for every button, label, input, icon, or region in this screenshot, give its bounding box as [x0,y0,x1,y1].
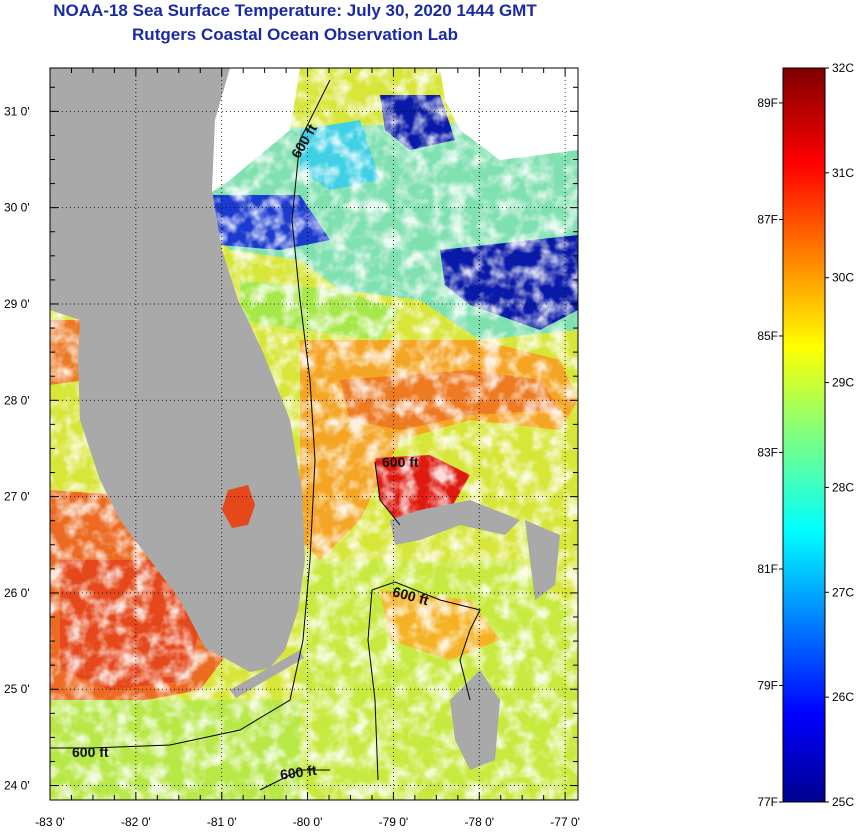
lat-tick-label: 24 0' [4,779,30,793]
celsius-label: 28C [832,480,854,494]
lon-tick-label: -83 0' [35,815,65,829]
lon-tick-label: -80 0' [293,815,323,829]
celsius-label: 29C [832,376,854,390]
bahamas-island [390,500,520,545]
sst-field [50,68,578,800]
map-subtitle: Rutgers Coastal Ocean Observation Lab [132,25,458,44]
lat-tick-label: 25 0' [4,682,30,696]
map-frame [49,67,579,801]
axis-ticks [49,68,578,800]
isobath-label: 600 ft [279,762,318,783]
fahrenheit-label: 89F [757,96,778,110]
fahrenheit-label: 87F [757,212,778,226]
lon-tick-label: -79 0' [379,815,409,829]
celsius-label: 25C [832,795,854,809]
bahamas-island [525,520,560,600]
lon-tick-label: -81 0' [207,815,237,829]
celsius-label: 30C [832,271,854,285]
bahamas-island [450,670,500,770]
lat-tick-label: 30 0' [4,201,30,215]
lat-tick-label: 31 0' [4,104,30,118]
celsius-label: 27C [832,585,854,599]
lon-tick-label: -82 0' [121,815,151,829]
celsius-label: 26C [832,690,854,704]
isobath-line [367,589,379,781]
map-title: NOAA-18 Sea Surface Temperature: July 30… [53,1,537,20]
longitude-axis: -83 0' -82 0' -81 0' -80 0' -79 0' -78 0' -77 … [35,815,580,829]
no-data-region [440,68,578,160]
isobath-line [371,581,481,701]
latitude-axis: 31 0' 30 0' 29 0' 28 0' 27 0' 26 0' 25 0' 24 0' [4,104,30,792]
fahrenheit-label: 81F [757,562,778,576]
celsius-label: 31C [832,166,854,180]
fahrenheit-label: 85F [757,329,778,343]
isobath-label: 600 ft [382,454,419,470]
lon-tick-label: -78 0' [464,815,494,829]
lat-tick-label: 26 0' [4,586,30,600]
temperature-colorbar: 32C 31C 30C 29C 28C 27C 26C 25C 89F 87F 85F 83F 81F 7… [757,61,854,809]
florida-keys [230,650,304,698]
sst-map: 600 ft 600 ft 600 ft 600 ft 600 ft 31 0'… [4,67,580,829]
lat-tick-label: 27 0' [4,490,30,504]
lat-tick-label: 28 0' [4,393,30,407]
graticule [49,68,578,800]
isobath-line [259,769,330,791]
fahrenheit-label: 77F [757,795,778,809]
lake-okeechobee [222,485,255,528]
isobath-600ft [50,79,481,791]
colorbar-gradient [782,67,826,803]
lat-tick-label: 29 0' [4,297,30,311]
isobath-label: 600 ft [72,744,109,760]
celsius-label: 32C [832,61,854,75]
colorbar-labels: 32C 31C 30C 29C 28C 27C 26C 25C 89F 87F 85F 83F 81F 7… [757,61,854,809]
lon-tick-label: -77 0' [550,815,580,829]
isobath-line [50,79,331,749]
fahrenheit-label: 79F [757,678,778,692]
fahrenheit-label: 83F [757,445,778,459]
